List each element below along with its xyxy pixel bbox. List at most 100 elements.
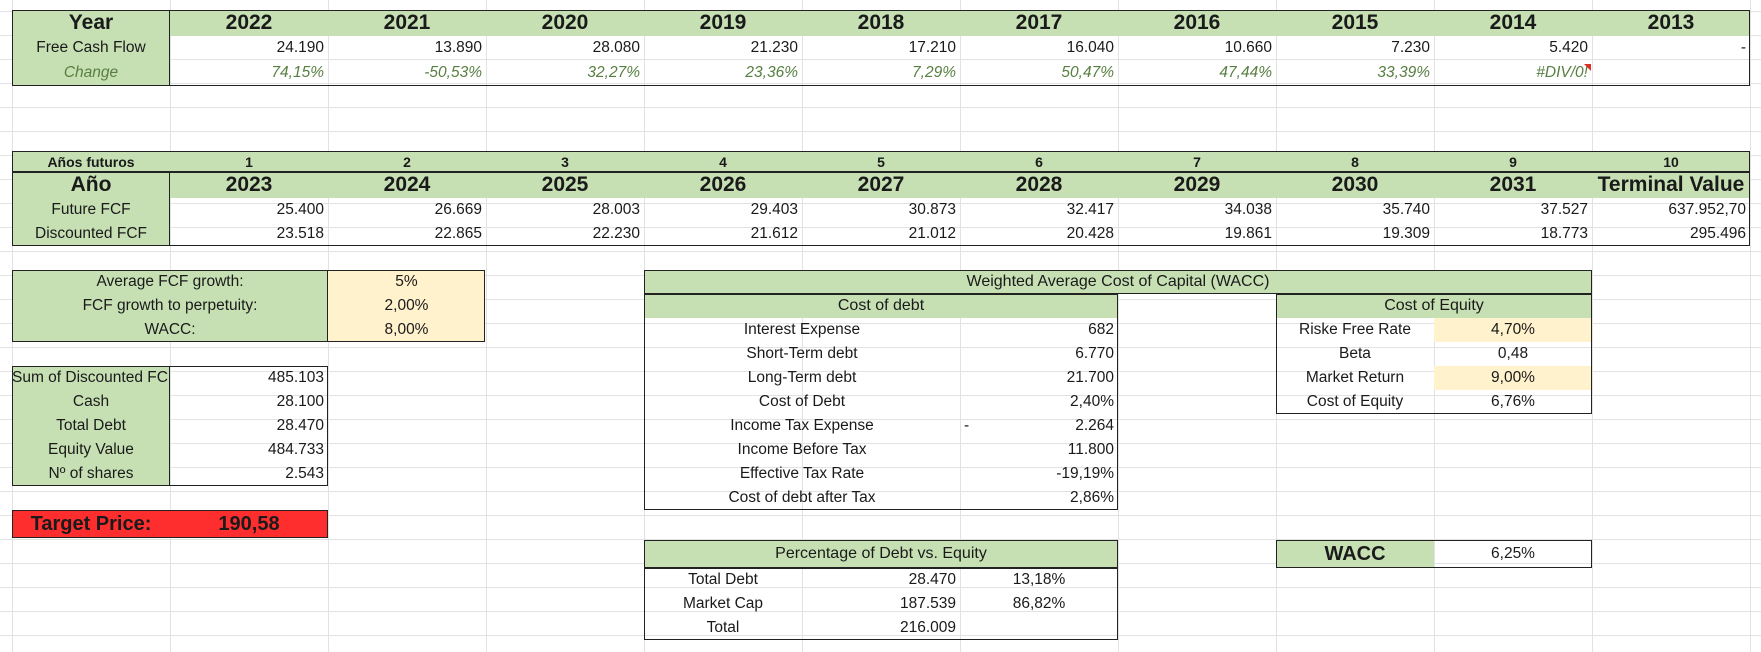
hist-change-cell[interactable]: 47,44% (1219, 63, 1272, 81)
proj-future-fcf-cell[interactable]: 34.038 (1224, 200, 1272, 218)
proj-period-cell[interactable]: 2 (328, 151, 486, 172)
hist-fcf-cell[interactable]: 10.660 (1224, 38, 1272, 56)
debt-equity-value[interactable]: 216.009 (899, 619, 956, 636)
proj-year-cell[interactable]: 2025 (486, 172, 644, 198)
hist-fcf-cell[interactable]: 5.420 (1549, 38, 1588, 56)
cost-of-debt-label[interactable]: Short-Term debt (746, 345, 858, 362)
hist-fcf-cell[interactable]: - (1740, 38, 1746, 56)
cost-of-equity-label[interactable]: Market Return (1305, 369, 1405, 386)
cost-of-equity-value[interactable]: 6,76% (1491, 393, 1535, 410)
hist-fcf-cell[interactable]: 7.230 (1391, 38, 1430, 56)
hist-year-cell[interactable]: 2016 (1118, 10, 1276, 36)
cost-of-debt-title[interactable]: Cost of debt (644, 294, 1118, 318)
hist-change-cell[interactable]: -50,53% (424, 63, 482, 81)
hist-year-cell[interactable]: 2020 (486, 10, 644, 36)
hist-year-cell[interactable]: 2019 (644, 10, 802, 36)
hist-year-cell[interactable]: 2015 (1276, 10, 1434, 36)
valuation-label[interactable]: Nº of shares (12, 462, 170, 486)
hist-fcf-label[interactable]: Free Cash Flow (12, 36, 170, 59)
proj-year-label[interactable]: Año (12, 172, 170, 198)
proj-period-cell[interactable]: 9 (1434, 151, 1592, 172)
cost-of-debt-label[interactable]: Long-Term debt (747, 369, 857, 386)
cost-of-debt-value[interactable]: 21.700 (1066, 369, 1114, 386)
debt-equity-label[interactable]: Total Debt (688, 571, 758, 588)
proj-discounted-fcf-cell[interactable]: 295.496 (1689, 224, 1746, 242)
cost-of-debt-value[interactable]: -19,19% (1056, 465, 1114, 482)
proj-period-cell[interactable]: 6 (960, 151, 1118, 172)
proj-discounted-fcf-cell[interactable]: 21.612 (750, 224, 798, 242)
hist-change-cell[interactable]: 7,29% (912, 63, 956, 81)
hist-year-cell[interactable]: 2014 (1434, 10, 1592, 36)
assumption-label[interactable]: FCF growth to perpetuity: (12, 294, 328, 318)
hist-change-cell[interactable] (1592, 59, 1750, 86)
hist-fcf-cell[interactable]: 17.210 (908, 38, 956, 56)
target-price-value[interactable]: 190,58 (170, 510, 328, 538)
cost-of-equity-label[interactable]: Riske Free Rate (1299, 321, 1411, 338)
proj-year-cell[interactable]: 2023 (170, 172, 328, 198)
proj-future-fcf-cell[interactable]: 32.417 (1066, 200, 1114, 218)
proj-year-cell[interactable]: 2024 (328, 172, 486, 198)
proj-future-fcf-cell[interactable]: 37.527 (1540, 200, 1588, 218)
valuation-value[interactable]: 28.100 (276, 393, 324, 410)
wacc-result-label[interactable]: WACC (1276, 540, 1434, 568)
cost-of-debt-label[interactable]: Effective Tax Rate (739, 465, 865, 482)
cost-of-equity-label[interactable]: Beta (1339, 345, 1371, 362)
valuation-label[interactable]: Cash (12, 390, 170, 414)
proj-future-fcf-cell[interactable]: 30.873 (908, 200, 956, 218)
hist-fcf-cell[interactable]: 24.190 (276, 38, 324, 56)
hist-fcf-cell[interactable]: 13.890 (434, 38, 482, 56)
cost-of-equity-title[interactable]: Cost of Equity (1276, 294, 1592, 318)
valuation-label[interactable]: Equity Value (12, 438, 170, 462)
proj-future-fcf-cell[interactable]: 637.952,70 (1668, 200, 1746, 218)
assumption-label[interactable]: WACC: (12, 318, 328, 342)
hist-change-cell[interactable]: 23,36% (745, 63, 798, 81)
cost-of-equity-value[interactable]: 4,70% (1434, 318, 1592, 342)
proj-period-cell[interactable]: 3 (486, 151, 644, 172)
cost-of-equity-value[interactable]: 9,00% (1434, 366, 1592, 390)
proj-year-cell[interactable]: 2030 (1276, 172, 1434, 198)
proj-year-cell[interactable]: 2027 (802, 172, 960, 198)
proj-period-cell[interactable]: 7 (1118, 151, 1276, 172)
cost-of-debt-label[interactable]: Income Before Tax (737, 441, 867, 458)
proj-discounted-fcf-cell[interactable]: 18.773 (1540, 224, 1588, 242)
valuation-value[interactable]: 485.103 (267, 369, 324, 386)
valuation-value[interactable]: 28.470 (276, 417, 324, 434)
proj-discounted-fcf-cell[interactable]: 21.012 (908, 224, 956, 242)
proj-period-cell[interactable]: 1 (170, 151, 328, 172)
proj-future-fcf-cell[interactable]: 35.740 (1382, 200, 1430, 218)
valuation-value[interactable]: 484.733 (267, 441, 324, 458)
cost-of-equity-label[interactable]: Cost of Equity (1306, 393, 1404, 410)
hist-year-cell[interactable]: 2013 (1592, 10, 1750, 36)
proj-period-cell[interactable]: 5 (802, 151, 960, 172)
proj-future-years-label[interactable]: Años futuros (12, 151, 170, 172)
debt-equity-pct[interactable]: 86,82% (1012, 595, 1066, 612)
hist-change-cell[interactable]: 50,47% (1061, 63, 1114, 81)
hist-change-label[interactable]: Change (12, 59, 170, 86)
valuation-label[interactable]: Total Debt (12, 414, 170, 438)
hist-change-cell[interactable]: #DIV/0! (1536, 63, 1588, 81)
assumption-value[interactable]: 5% (328, 270, 485, 294)
proj-year-cell[interactable]: 2029 (1118, 172, 1276, 198)
proj-future-fcf-cell[interactable]: 29.403 (750, 200, 798, 218)
proj-year-cell[interactable]: 2031 (1434, 172, 1592, 198)
cost-of-debt-value[interactable]: 2,86% (1070, 489, 1114, 506)
proj-period-cell[interactable]: 10 (1592, 151, 1750, 172)
valuation-label[interactable]: Sum of Discounted FCF (12, 366, 170, 390)
proj-discounted-fcf-cell[interactable]: 19.861 (1224, 224, 1272, 242)
cost-of-debt-label[interactable]: Income Tax Expense (730, 417, 874, 434)
cost-of-debt-label[interactable]: Cost of debt after Tax (728, 489, 876, 506)
debt-equity-value[interactable]: 187.539 (899, 595, 956, 612)
proj-future-fcf-label[interactable]: Future FCF (12, 198, 170, 221)
assumption-label[interactable]: Average FCF growth: (12, 270, 328, 294)
hist-change-cell[interactable]: 74,15% (271, 63, 324, 81)
debt-equity-label[interactable]: Market Cap (682, 595, 764, 612)
wacc-section-title[interactable]: Weighted Average Cost of Capital (WACC) (644, 270, 1592, 294)
proj-period-cell[interactable]: 8 (1276, 151, 1434, 172)
cost-of-debt-value[interactable]: 682 (1088, 321, 1114, 338)
debt-equity-value[interactable]: 28.470 (908, 571, 956, 588)
target-price-label[interactable]: Target Price: (12, 510, 170, 538)
hist-fcf-cell[interactable]: 21.230 (750, 38, 798, 56)
proj-discounted-fcf-cell[interactable]: 20.428 (1066, 224, 1114, 242)
debt-equity-title[interactable]: Percentage of Debt vs. Equity (644, 540, 1118, 568)
hist-year-label[interactable]: Year (12, 10, 170, 36)
